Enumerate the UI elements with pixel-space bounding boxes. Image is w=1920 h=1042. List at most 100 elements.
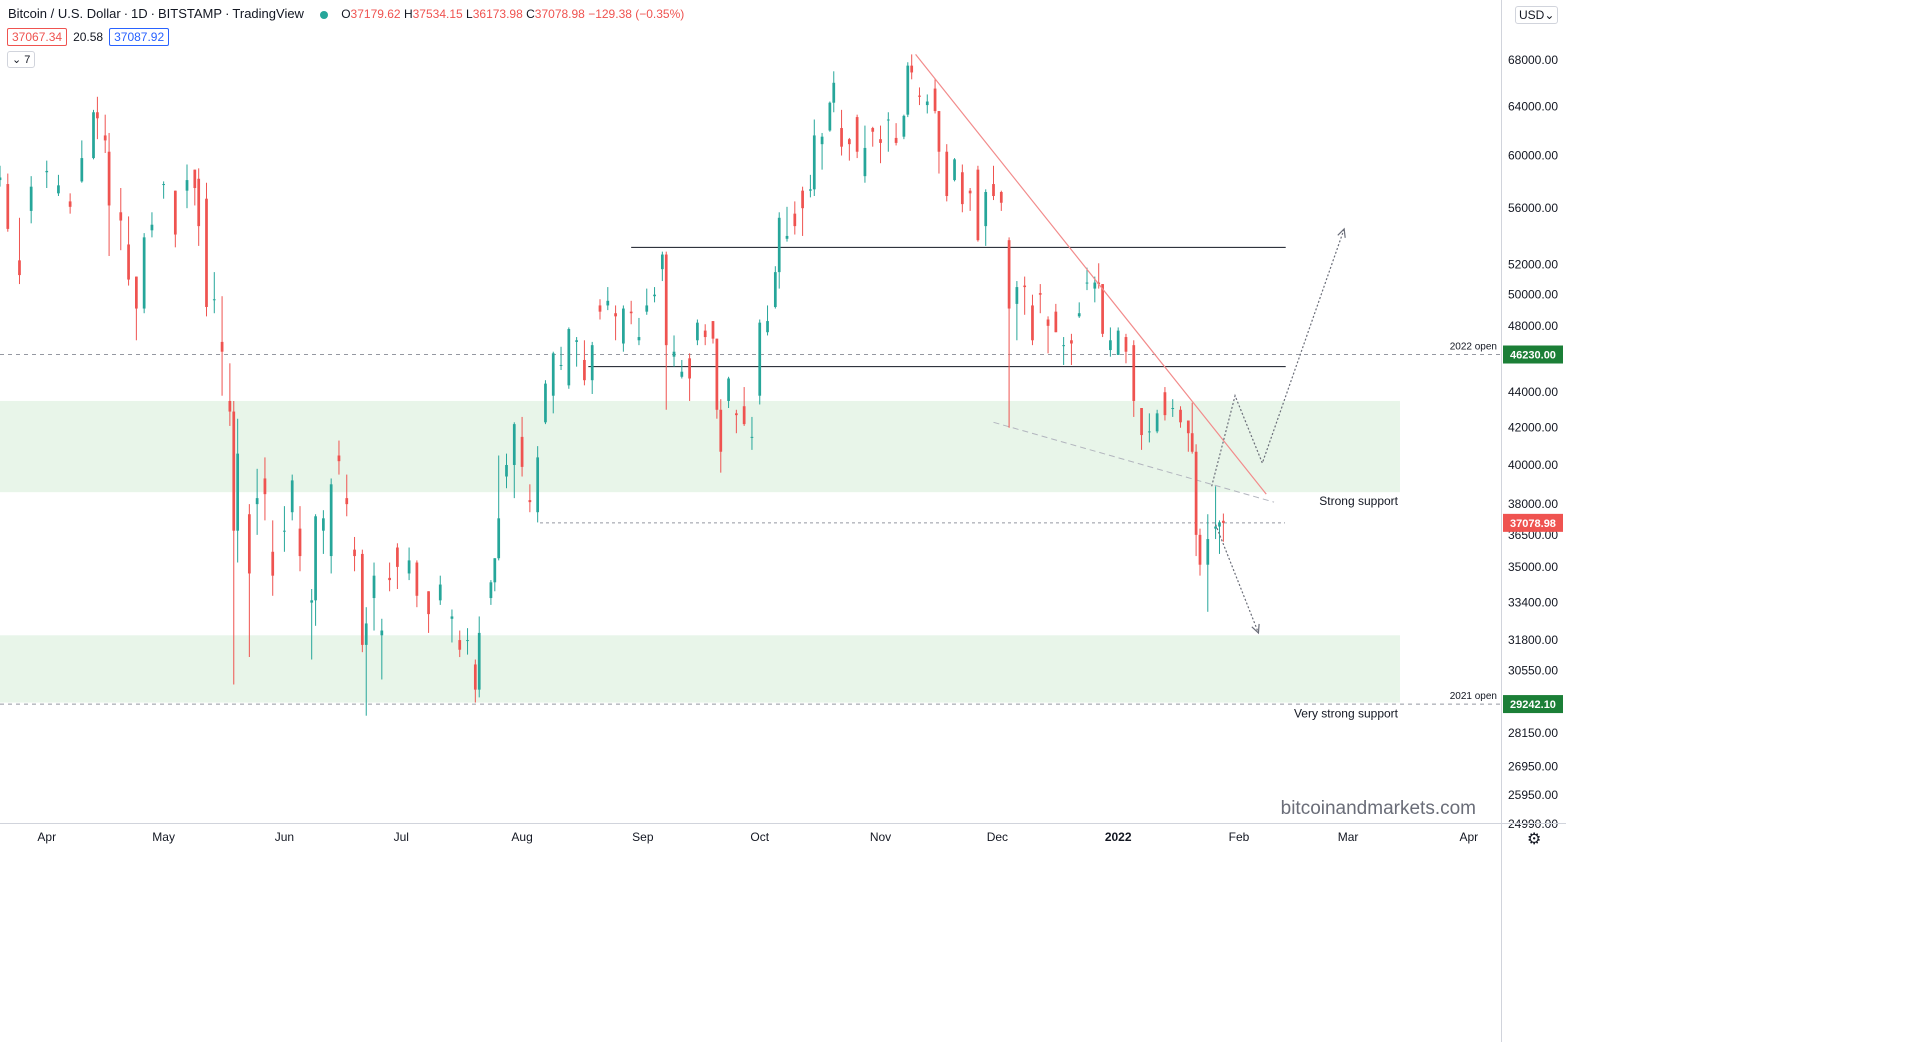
time-tick-label: Apr	[1459, 830, 1478, 844]
candle-body	[407, 560, 411, 574]
candle-body	[236, 453, 240, 531]
time-tick-label: 2022	[1105, 830, 1132, 844]
candle-body	[660, 254, 664, 270]
candle-body	[1214, 526, 1217, 529]
candle-body	[364, 623, 368, 645]
candle-body	[953, 159, 956, 181]
candle-body	[812, 135, 816, 190]
level-label: 2022 open	[1450, 342, 1497, 353]
candle-body	[750, 436, 754, 438]
price-tick-label: 64000.00	[1508, 99, 1558, 113]
candle-body	[645, 305, 649, 312]
candle-body	[1147, 431, 1151, 433]
level-price-box	[1503, 345, 1563, 364]
price-axis[interactable]: 46230.00 29242.10 68000.00 64000.00 60000.00…	[1503, 53, 1563, 831]
candle-body	[894, 137, 898, 143]
candle-body	[696, 322, 699, 341]
candle-body	[933, 88, 937, 112]
interval[interactable]: 1D	[131, 6, 148, 21]
candle-body	[1085, 282, 1089, 284]
price-tick-label: 56000.00	[1508, 201, 1558, 215]
candle-body	[1015, 287, 1019, 304]
candle-body	[828, 102, 832, 131]
candle-body	[575, 340, 578, 342]
price-tick-label: 50000.00	[1508, 288, 1558, 302]
candle-body	[528, 500, 532, 503]
watermark: bitcoinandmarkets.com	[1280, 798, 1476, 819]
candle-body	[380, 630, 384, 636]
candle-body	[255, 498, 259, 505]
time-tick-label: Mar	[1338, 830, 1359, 844]
candle-body	[438, 584, 442, 601]
candle-body	[559, 364, 563, 366]
candle-body	[680, 371, 684, 377]
candle-body	[1179, 409, 1182, 423]
candle-body	[801, 190, 804, 209]
candle-body	[992, 184, 995, 197]
candle-body	[719, 409, 723, 452]
gear-icon[interactable]: ⚙	[1527, 831, 1542, 848]
candle-body	[1031, 305, 1034, 341]
price-tick-label: 24990.00	[1508, 817, 1558, 831]
time-tick-label: Feb	[1229, 830, 1250, 844]
candle-body	[142, 237, 146, 309]
candle-body	[372, 575, 376, 599]
candle-body	[999, 192, 1003, 203]
candle-body	[910, 65, 914, 73]
price-chart[interactable]: 46230.00 29242.10 68000.00 64000.00 60000.00…	[0, 0, 1566, 1042]
candle-body	[925, 101, 929, 106]
candle-body	[1109, 340, 1112, 351]
collapse-indicators-button[interactable]: ⌄ 7	[7, 51, 36, 68]
candle-body	[103, 135, 107, 141]
sell-button[interactable]: 37067.34	[7, 28, 68, 46]
candle-body	[1140, 408, 1143, 436]
candle-body	[711, 321, 715, 339]
candle-body	[473, 664, 477, 690]
candle-body	[477, 632, 481, 690]
ohlc-values: O37179.62 H37534.15 L36173.98 C37078.98 …	[341, 7, 685, 21]
last-price-label: 37078.98	[1510, 518, 1556, 530]
candle-body	[396, 547, 399, 567]
candle-body	[0, 177, 2, 181]
price-tick-label: 35000.00	[1508, 560, 1558, 574]
close-value: 37078.98	[534, 7, 585, 21]
price-tick-label: 42000.00	[1508, 421, 1558, 435]
price-tick-label: 25950.00	[1508, 788, 1558, 802]
candle-body	[247, 514, 251, 574]
candle-body	[703, 330, 707, 338]
candle-body	[1132, 345, 1136, 401]
candle-body	[322, 518, 325, 531]
candle-body	[107, 151, 111, 206]
candle-body	[92, 112, 95, 159]
spread-value: 20.58	[73, 30, 104, 44]
symbol-name[interactable]: Bitcoin / U.S. Dollar	[8, 6, 121, 21]
candle-body	[871, 128, 875, 132]
high-value: 37534.15	[412, 7, 463, 21]
support-zone	[0, 635, 1400, 703]
candle-body	[57, 185, 60, 194]
candle-body	[1186, 420, 1190, 434]
candle-body	[29, 186, 33, 211]
candle-body	[906, 65, 910, 115]
candle-body	[863, 147, 867, 177]
candle-body	[80, 158, 84, 182]
level-price-label: 29242.10	[1510, 699, 1556, 711]
time-tick-label: Nov	[870, 830, 891, 844]
candle-body	[1155, 413, 1159, 432]
candle-body	[1023, 285, 1027, 288]
candle-body	[197, 178, 201, 227]
time-tick-label: Aug	[511, 830, 532, 844]
candle-body	[606, 300, 610, 306]
buy-button[interactable]: 37087.92	[109, 28, 170, 46]
candle-body	[220, 341, 224, 352]
candle-body	[847, 139, 851, 145]
price-tick-label: 40000.00	[1508, 458, 1558, 472]
candle-body	[1124, 337, 1128, 352]
currency-selector[interactable]: USD⌄	[1515, 6, 1559, 24]
time-axis[interactable]: Apr May Jun Jul Aug Sep Oct Nov Dec 2022 Feb Mar Apr	[37, 830, 1478, 844]
candle-body	[271, 551, 275, 576]
candle-body	[614, 313, 617, 317]
candle-body	[1171, 408, 1175, 410]
candle-body	[773, 272, 777, 307]
candle-body	[458, 640, 462, 650]
